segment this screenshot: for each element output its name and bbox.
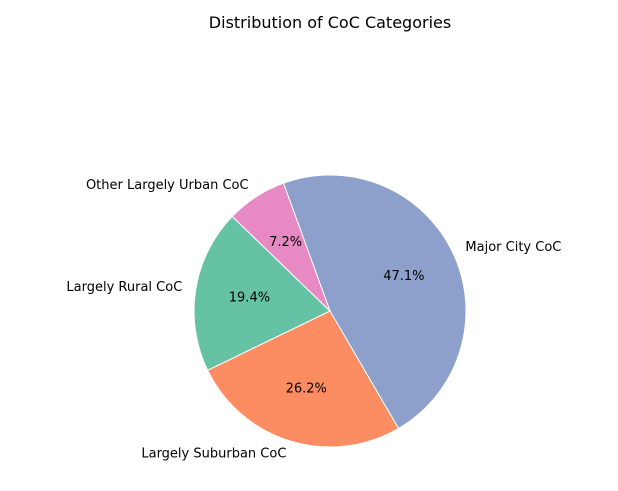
slice-percent-other-largely-urban-coc: 7.2% — [269, 235, 302, 250]
pie-labels: Major City CoC 47.1% Largely Suburban CoC 2… — [66, 178, 561, 462]
pie-slice-other-largely-urban-coc — [231, 182, 331, 312]
slice-percent-major-city-coc: 47.1% — [383, 269, 424, 284]
pie-slices — [193, 174, 467, 448]
slice-label-other-largely-urban-coc: Other Largely Urban CoC — [86, 178, 249, 193]
slice-label-largely-rural-coc: Largely Rural CoC — [66, 280, 182, 295]
pie-slice-largely-rural-coc — [193, 215, 331, 371]
slice-percent-largely-rural-coc: 19.4% — [229, 291, 270, 306]
slice-percent-largely-suburban-coc: 26.2% — [286, 382, 327, 397]
pie-slice-largely-suburban-coc — [206, 310, 400, 448]
pie-slice-major-city-coc — [282, 174, 467, 430]
slice-label-major-city-coc: Major City CoC — [465, 240, 561, 255]
chart-title: Distribution of CoC Categories — [209, 13, 451, 32]
slice-label-largely-suburban-coc: Largely Suburban CoC — [141, 447, 286, 462]
